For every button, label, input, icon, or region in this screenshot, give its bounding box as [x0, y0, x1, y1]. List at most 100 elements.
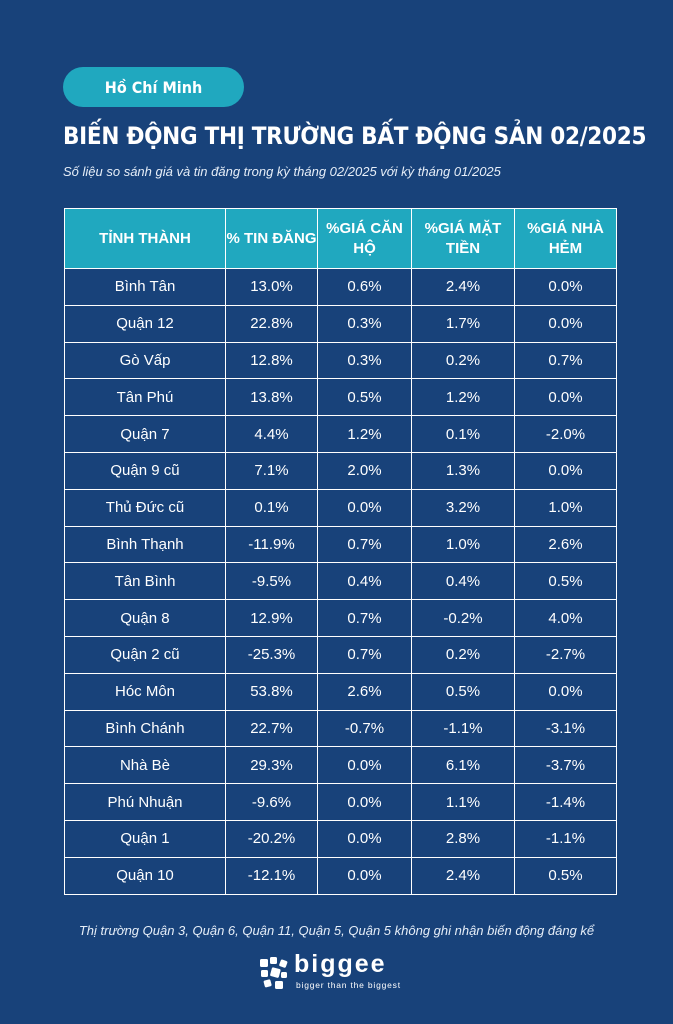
- cell-frontage-price: -0.2%: [411, 599, 515, 637]
- cell-apartment-price: 0.7%: [317, 599, 412, 637]
- cell-listings: 22.7%: [225, 709, 318, 748]
- cell-apartment-price: 0.5%: [317, 378, 412, 417]
- cell-alley-house-price: -2.0%: [514, 415, 617, 453]
- cell-province: Tân Phú: [64, 378, 226, 417]
- city-badge: Hồ Chí Minh: [63, 67, 244, 107]
- cell-province: Quận 10: [64, 856, 226, 895]
- table-row: Gò Vấp 12.8% 0.3% 0.2% 0.7%: [64, 341, 617, 380]
- cell-alley-house-price: 2.6%: [514, 525, 617, 564]
- cell-alley-house-price: -3.7%: [514, 746, 617, 785]
- cell-frontage-price: 2.4%: [411, 856, 515, 895]
- cell-province: Quận 12: [64, 304, 226, 343]
- cell-alley-house-price: -3.1%: [514, 709, 617, 748]
- table-row: Quận 2 cũ -25.3% 0.7% 0.2% -2.7%: [64, 635, 617, 674]
- brand-tagline: bigger than the biggest: [296, 980, 401, 990]
- cell-frontage-price: -1.1%: [411, 709, 515, 748]
- cell-frontage-price: 0.2%: [411, 635, 515, 674]
- table-row: Bình Tân 13.0% 0.6% 2.4% 0.0%: [64, 268, 617, 306]
- cell-province: Quận 1: [64, 819, 226, 858]
- table-row: Nhà Bè 29.3% 0.0% 6.1% -3.7%: [64, 746, 617, 785]
- cell-listings: 12.9%: [225, 599, 318, 637]
- cell-alley-house-price: 0.7%: [514, 341, 617, 380]
- page-subtitle: Số liệu so sánh giá và tin đăng trong kỳ…: [63, 164, 501, 179]
- cell-province: Phú Nhuận: [64, 783, 226, 821]
- column-header-listings: % TIN ĐĂNG: [225, 208, 318, 269]
- table-row: Hóc Môn 53.8% 2.6% 0.5% 0.0%: [64, 672, 617, 711]
- cell-frontage-price: 1.7%: [411, 304, 515, 343]
- cell-province: Quận 8: [64, 599, 226, 637]
- cell-apartment-price: 0.0%: [317, 746, 412, 785]
- cell-frontage-price: 1.1%: [411, 783, 515, 821]
- table-row: Thủ Đức cũ 0.1% 0.0% 3.2% 1.0%: [64, 488, 617, 527]
- table-row: Tân Phú 13.8% 0.5% 1.2% 0.0%: [64, 378, 617, 417]
- page-title: BIẾN ĐỘNG THỊ TRƯỜNG BẤT ĐỘNG SẢN 02/202…: [63, 122, 647, 150]
- cell-listings: -9.5%: [225, 562, 318, 601]
- cell-frontage-price: 1.2%: [411, 378, 515, 417]
- cell-apartment-price: -0.7%: [317, 709, 412, 748]
- cell-apartment-price: 1.2%: [317, 415, 412, 453]
- cell-alley-house-price: 0.0%: [514, 304, 617, 343]
- cell-province: Quận 2 cũ: [64, 635, 226, 674]
- cell-province: Bình Tân: [64, 268, 226, 306]
- cell-frontage-price: 1.3%: [411, 451, 515, 490]
- cell-alley-house-price: 1.0%: [514, 488, 617, 527]
- brand-logo: biggee bigger than the biggest: [258, 950, 428, 994]
- table-header-row: TỈNH THÀNH % TIN ĐĂNG %GIÁ CĂN HỘ %GIÁ M…: [64, 208, 617, 269]
- table-row: Tân Bình -9.5% 0.4% 0.4% 0.5%: [64, 562, 617, 601]
- cell-province: Quận 9 cũ: [64, 451, 226, 490]
- cell-listings: 13.0%: [225, 268, 318, 306]
- cell-listings: -20.2%: [225, 819, 318, 858]
- cell-alley-house-price: 0.0%: [514, 378, 617, 417]
- footnote: Thị trường Quận 3, Quận 6, Quận 11, Quận…: [78, 923, 595, 938]
- cell-alley-house-price: 0.0%: [514, 672, 617, 711]
- table-row: Bình Thạnh -11.9% 0.7% 1.0% 2.6%: [64, 525, 617, 564]
- cell-apartment-price: 0.0%: [317, 819, 412, 858]
- cell-listings: -12.1%: [225, 856, 318, 895]
- column-header-alley-house-price: %GIÁ NHÀ HẺM: [514, 208, 617, 269]
- cell-frontage-price: 3.2%: [411, 488, 515, 527]
- cell-apartment-price: 0.0%: [317, 488, 412, 527]
- cell-listings: 29.3%: [225, 746, 318, 785]
- cell-province: Tân Bình: [64, 562, 226, 601]
- cell-province: Gò Vấp: [64, 341, 226, 380]
- cell-frontage-price: 0.4%: [411, 562, 515, 601]
- column-header-province: TỈNH THÀNH: [64, 208, 226, 269]
- cell-frontage-price: 2.4%: [411, 268, 515, 306]
- table-row: Phú Nhuận -9.6% 0.0% 1.1% -1.4%: [64, 783, 617, 821]
- cell-alley-house-price: 0.0%: [514, 451, 617, 490]
- cell-province: Bình Thạnh: [64, 525, 226, 564]
- cell-apartment-price: 0.3%: [317, 304, 412, 343]
- cell-listings: 7.1%: [225, 451, 318, 490]
- cell-province: Thủ Đức cũ: [64, 488, 226, 527]
- cell-apartment-price: 0.4%: [317, 562, 412, 601]
- cell-alley-house-price: 0.0%: [514, 268, 617, 306]
- cell-alley-house-price: 0.5%: [514, 562, 617, 601]
- market-change-table: TỈNH THÀNH % TIN ĐĂNG %GIÁ CĂN HỘ %GIÁ M…: [64, 208, 617, 895]
- cell-frontage-price: 0.2%: [411, 341, 515, 380]
- table-row: Quận 7 4.4% 1.2% 0.1% -2.0%: [64, 415, 617, 453]
- table-row: Quận 1 -20.2% 0.0% 2.8% -1.1%: [64, 819, 617, 858]
- cell-listings: -9.6%: [225, 783, 318, 821]
- brand-name: biggee: [294, 950, 387, 978]
- cell-alley-house-price: 4.0%: [514, 599, 617, 637]
- cell-alley-house-price: -1.4%: [514, 783, 617, 821]
- cell-province: Quận 7: [64, 415, 226, 453]
- cell-frontage-price: 1.0%: [411, 525, 515, 564]
- table-row: Quận 10 -12.1% 0.0% 2.4% 0.5%: [64, 856, 617, 895]
- cell-alley-house-price: 0.5%: [514, 856, 617, 895]
- cell-province: Hóc Môn: [64, 672, 226, 711]
- biggee-logo-icon: [260, 957, 288, 989]
- table-row: Bình Chánh 22.7% -0.7% -1.1% -3.1%: [64, 709, 617, 748]
- cell-province: Bình Chánh: [64, 709, 226, 748]
- cell-apartment-price: 0.0%: [317, 783, 412, 821]
- cell-alley-house-price: -2.7%: [514, 635, 617, 674]
- table-row: Quận 9 cũ 7.1% 2.0% 1.3% 0.0%: [64, 451, 617, 490]
- cell-listings: 4.4%: [225, 415, 318, 453]
- cell-frontage-price: 0.5%: [411, 672, 515, 711]
- cell-frontage-price: 6.1%: [411, 746, 515, 785]
- cell-listings: 22.8%: [225, 304, 318, 343]
- cell-listings: 0.1%: [225, 488, 318, 527]
- cell-listings: -11.9%: [225, 525, 318, 564]
- cell-listings: 12.8%: [225, 341, 318, 380]
- cell-listings: 13.8%: [225, 378, 318, 417]
